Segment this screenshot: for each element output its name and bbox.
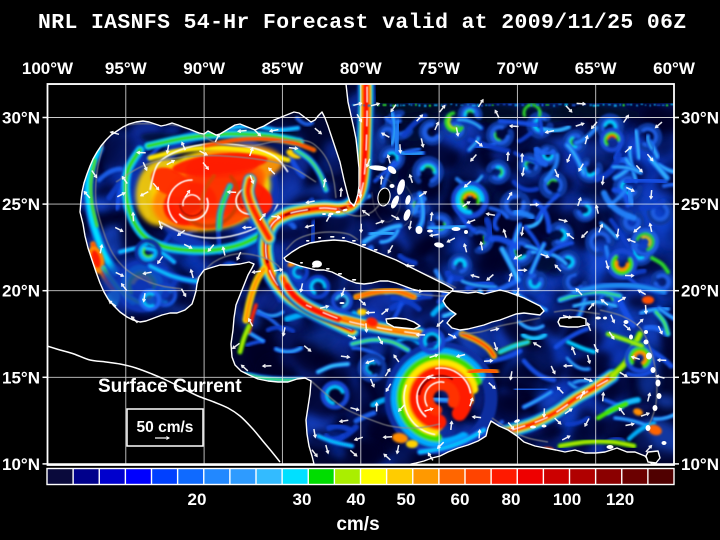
svg-text:95°W: 95°W xyxy=(105,59,148,78)
svg-text:25°N: 25°N xyxy=(681,195,719,214)
svg-text:30: 30 xyxy=(293,490,312,509)
svg-text:85°W: 85°W xyxy=(262,59,305,78)
svg-text:120: 120 xyxy=(606,490,634,509)
svg-text:80: 80 xyxy=(502,490,521,509)
svg-text:20: 20 xyxy=(188,490,207,509)
svg-text:90°W: 90°W xyxy=(183,59,226,78)
svg-text:50: 50 xyxy=(397,490,416,509)
svg-text:Surface Current: Surface Current xyxy=(98,376,242,397)
svg-text:70°W: 70°W xyxy=(496,59,539,78)
svg-text:15°N: 15°N xyxy=(2,368,40,387)
svg-text:NRL IASNFS 54-Hr Forecast val: NRL IASNFS 54-Hr Forecast valid at 2009/… xyxy=(38,11,687,35)
svg-text:30°N: 30°N xyxy=(681,109,719,128)
svg-text:cm/s: cm/s xyxy=(336,514,379,535)
svg-text:10°N: 10°N xyxy=(681,455,719,474)
svg-text:75°W: 75°W xyxy=(418,59,461,78)
svg-text:20°N: 20°N xyxy=(2,282,40,301)
svg-text:60: 60 xyxy=(451,490,470,509)
svg-text:10°N: 10°N xyxy=(2,455,40,474)
svg-text:50 cm/s: 50 cm/s xyxy=(137,419,194,436)
svg-text:30°N: 30°N xyxy=(2,109,40,128)
svg-text:15°N: 15°N xyxy=(681,368,719,387)
svg-text:100°W: 100°W xyxy=(22,59,74,78)
svg-text:80°W: 80°W xyxy=(340,59,383,78)
svg-text:40: 40 xyxy=(347,490,366,509)
svg-text:65°W: 65°W xyxy=(575,59,618,78)
svg-text:100: 100 xyxy=(553,490,581,509)
svg-text:60°W: 60°W xyxy=(653,59,696,78)
svg-text:20°N: 20°N xyxy=(681,282,719,301)
svg-text:25°N: 25°N xyxy=(2,195,40,214)
